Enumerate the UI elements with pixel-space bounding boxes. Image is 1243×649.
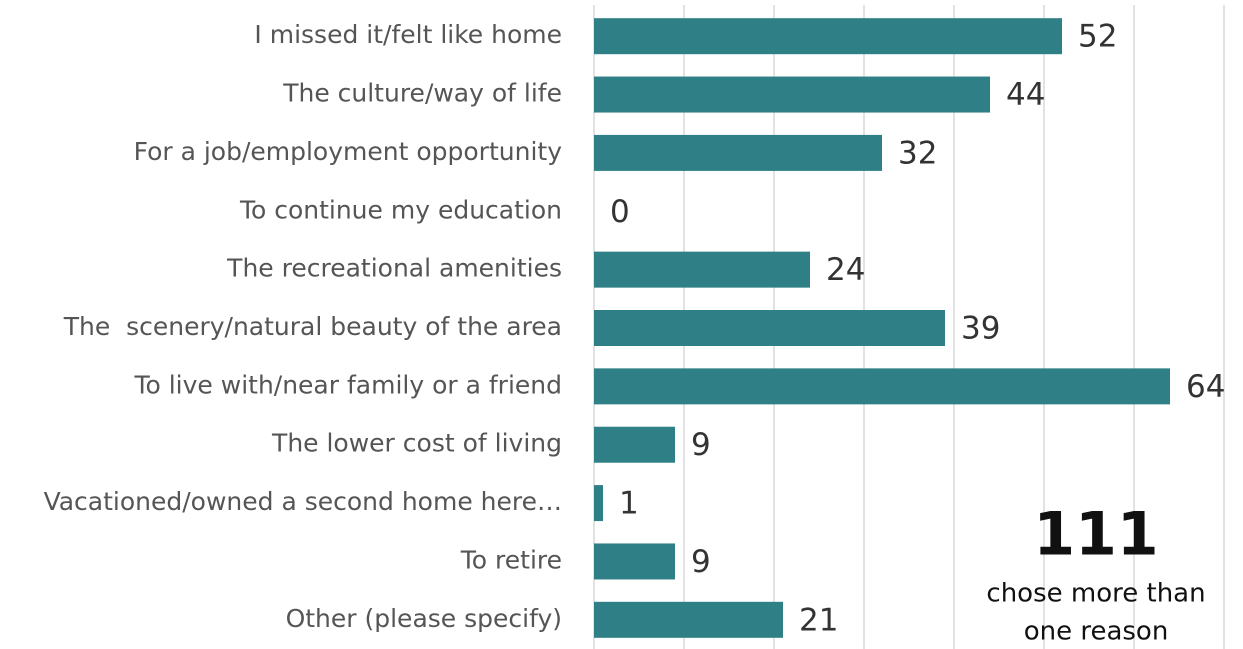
category-label: To retire — [460, 545, 562, 574]
bar — [594, 18, 1062, 55]
value-label: 9 — [691, 427, 711, 463]
bar — [594, 368, 1170, 405]
value-label: 9 — [691, 544, 711, 580]
annotation-text: one reason — [1024, 617, 1169, 647]
category-label: To continue my education — [239, 195, 562, 224]
annotation-number: 111 — [1033, 500, 1158, 570]
bar — [594, 310, 945, 346]
category-label: Vacationed/owned a second home here… — [44, 487, 562, 516]
category-label: Other (please specify) — [286, 604, 562, 633]
value-label: 24 — [826, 252, 865, 288]
bar — [594, 134, 882, 171]
bar — [594, 251, 810, 288]
bar — [594, 76, 990, 113]
category-label: I missed it/felt like home — [254, 20, 562, 49]
category-label: The recreational amenities — [226, 254, 562, 283]
value-label: 1 — [619, 486, 639, 522]
value-label: 32 — [898, 135, 937, 171]
value-label: 0 — [610, 194, 630, 230]
category-label: The scenery/natural beauty of the area — [63, 312, 562, 341]
bar — [594, 426, 675, 463]
category-label: The culture/way of life — [282, 79, 562, 108]
bar — [594, 485, 603, 522]
bar — [594, 543, 675, 580]
value-label: 64 — [1186, 369, 1225, 405]
bar — [594, 601, 783, 638]
annotation-text: chose more than — [986, 579, 1205, 609]
category-label: To live with/near family or a friend — [133, 370, 562, 399]
value-label: 44 — [1006, 77, 1045, 113]
category-label: For a job/employment opportunity — [134, 137, 563, 166]
category-label: The lower cost of living — [271, 429, 562, 458]
value-label: 52 — [1078, 19, 1117, 55]
value-label: 21 — [799, 602, 838, 638]
value-label: 39 — [961, 311, 1000, 347]
